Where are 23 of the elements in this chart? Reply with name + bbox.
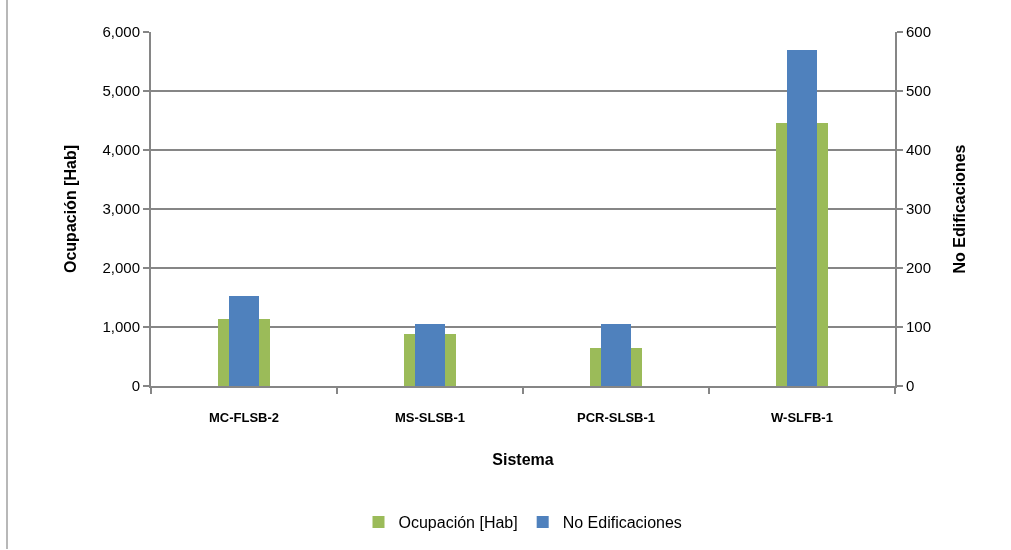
y2-tick-label: 300 [906,200,932,218]
x-tick-label: MC-FLSB-2 [208,409,280,425]
y2-tick-label: 100 [906,318,932,336]
y2-tick-label: 600 [906,23,932,41]
legend-label: No Edificaciones [562,514,682,532]
y2-tick-label: 400 [906,141,932,159]
y2-tick-label: 500 [906,82,932,100]
x-tick-label: PCR-SLSB-1 [576,409,656,425]
y2-tick-label: 200 [906,259,932,277]
y-tick-label: 5,000 [102,82,140,100]
y-tick-label: 0 [131,377,140,395]
y-tick-label: 1,000 [102,318,140,336]
y-tick-label: 4,000 [102,141,140,159]
y-tick-label: 2,000 [102,259,140,277]
y-tick-label: 6,000 [102,23,140,41]
y-tick-label: 3,000 [102,200,140,218]
x-tick-label: MS-SLSB-1 [394,409,466,425]
y-axis-title: Ocupación [Hab] [61,144,79,274]
x-tick-label: W-SLFB-1 [771,409,833,425]
x-axis-title: Sistema [492,450,554,468]
legend-label: Ocupación [Hab] [398,514,518,532]
y2-axis-title: No Edificaciones [951,144,969,274]
y2-tick-label: 0 [906,377,915,395]
